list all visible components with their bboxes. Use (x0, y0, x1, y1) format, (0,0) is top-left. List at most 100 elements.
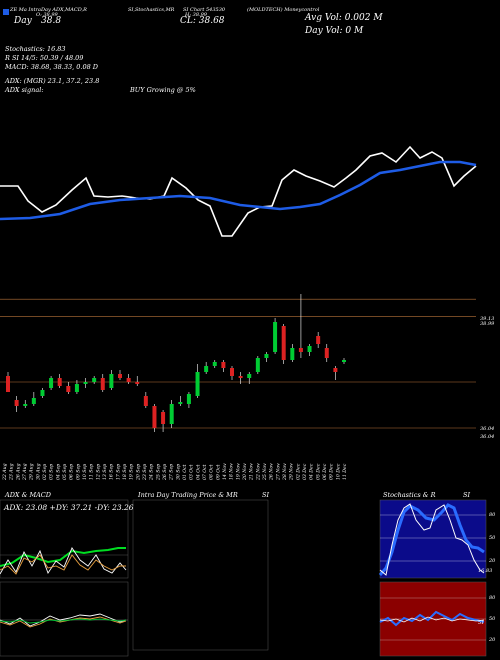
stoch-level-80: 80 (489, 512, 496, 518)
candle-body (273, 322, 278, 352)
candle-body (109, 374, 114, 388)
mr-panel-si: SI (262, 491, 270, 499)
adx-panel-title: ADX & MACD (5, 491, 51, 499)
candle-body (290, 348, 295, 360)
level-lines (0, 298, 476, 429)
date-tick-label: 03 Oct (189, 464, 195, 480)
date-tick-label: 06 Dec (322, 463, 328, 480)
candles (6, 294, 346, 432)
date-tick-label: 10 Sep (82, 464, 88, 480)
rsi-last-value: 51 (478, 620, 485, 626)
header-title-left: ZE Ma IntraDay ADX,MACD,R (10, 7, 87, 13)
date-tick-label: 30 Sep (175, 464, 181, 480)
candle-body (135, 382, 140, 384)
date-tick-label: 22 Aug (2, 463, 8, 481)
day-value: 38.8 (41, 16, 62, 26)
adx-white-line (0, 547, 127, 575)
adx-orange-line (0, 554, 126, 575)
stoch-blue-line (0, 160, 477, 221)
mr-panel (132, 499, 269, 651)
candle-body (49, 378, 54, 388)
candle-body (83, 382, 88, 384)
date-tick-label: 01 Oct (182, 464, 188, 480)
candle-body (281, 326, 286, 360)
candle-body (204, 366, 209, 372)
price-label-1: 39.13 (480, 316, 495, 322)
date-tick-label: 11 Dec (342, 463, 348, 480)
candle-body (74, 384, 79, 392)
candle-body (247, 374, 252, 378)
candle-body (23, 404, 28, 406)
avg-vol: Avg Vol: 0.002 M (305, 13, 383, 23)
high-value: H: 38.99 (185, 12, 207, 18)
rsi-level-50: 50 (489, 616, 496, 622)
date-tick-label: 13 Sep (102, 464, 108, 480)
date-tick-label: 02 Dec (295, 463, 301, 480)
candle-body (221, 362, 226, 368)
macd-white-line (0, 613, 127, 627)
date-tick-label: 09 Sep (75, 464, 81, 480)
price-label-2: 38.99 (480, 321, 495, 327)
date-tick-label: 09 Dec (329, 463, 335, 480)
candle-body (143, 396, 148, 406)
date-tick-label: 29 Nov (289, 463, 295, 481)
stoch-panel (379, 499, 487, 579)
date-tick-label: 26 Sep (162, 464, 168, 481)
candle-body (212, 362, 217, 366)
stoch-panel-si: SI (463, 491, 471, 499)
stochastics-value: Stochastics: 16.83 (5, 45, 66, 53)
date-tick-label: 27 Aug (22, 463, 28, 481)
date-tick-label: 05 Sep (62, 464, 68, 480)
date-tick-label: 25 Nov (262, 463, 268, 481)
date-tick-label: 11 Sep (89, 464, 95, 480)
date-tick-label: 06 Sep (69, 464, 75, 480)
date-tick-label: 19 Nov (235, 463, 241, 480)
macd-value: MACD: 38.68, 38.33, 0.08 D (5, 63, 99, 71)
price-label-4: 36.04 (480, 434, 495, 440)
date-tick-label: 19 Sep (129, 464, 135, 480)
date-tick-label: 02 Sep (42, 464, 48, 480)
date-tick-label: 25 Sep (155, 464, 161, 481)
candle-body (195, 372, 200, 396)
candle-body (6, 376, 10, 392)
candle-body (100, 378, 105, 390)
date-axis: 22 Aug 23 Aug 26 Aug 27 Aug 29 Aug 30 Aug 02 S… (2, 463, 348, 481)
date-tick-label: 07 Oct (202, 464, 208, 480)
date-tick-label: 18 Nov (229, 463, 235, 480)
stoch-level-50: 50 (489, 535, 496, 541)
adx-signal-label: ADX signal: (5, 86, 44, 94)
date-tick-label: 03 Sep (49, 464, 55, 480)
legend-swatch (3, 9, 9, 15)
candle-body (118, 374, 122, 378)
candle-body (307, 346, 312, 352)
rsi-level-80: 80 (489, 595, 496, 601)
candle-body (161, 412, 166, 424)
stoch-level-20: 20 (489, 558, 496, 564)
date-tick-label: 14 Nov (222, 463, 228, 480)
date-tick-label: 29 Aug (29, 463, 35, 481)
date-tick-label: 27 Nov (275, 463, 281, 481)
candle-body (238, 376, 243, 378)
date-tick-label: 05 Dec (315, 463, 321, 480)
candle-body (178, 402, 183, 404)
date-tick-label: 23 Sep (142, 464, 148, 481)
date-tick-label: 28 Nov (282, 463, 288, 481)
date-tick-label: 08 Oct (209, 464, 215, 480)
day-vol: Day Vol: 0 M (305, 26, 364, 36)
candle-body (333, 368, 338, 372)
date-tick-label: 09 Oct (215, 464, 221, 480)
header-title-right: (MOLDTECH) Moneycontrol (247, 7, 320, 13)
date-tick-label: 16 Sep (109, 464, 115, 480)
adx-value: ADX: (MGR) 23.1, 37.2, 23.8 (5, 77, 100, 85)
header-title-mid: SI,Stochastics,MR (128, 7, 175, 13)
date-tick-label: 27 Sep (169, 464, 175, 481)
stoch-blue-curve (378, 503, 485, 576)
macd-green-line (0, 618, 127, 624)
candle-body (255, 358, 260, 372)
candle-body (324, 348, 329, 358)
date-tick-label: 23 Aug (9, 463, 15, 481)
candle-body (230, 368, 234, 376)
date-tick-label: 26 Aug (15, 463, 21, 481)
rsi-blue-curve (379, 610, 485, 627)
